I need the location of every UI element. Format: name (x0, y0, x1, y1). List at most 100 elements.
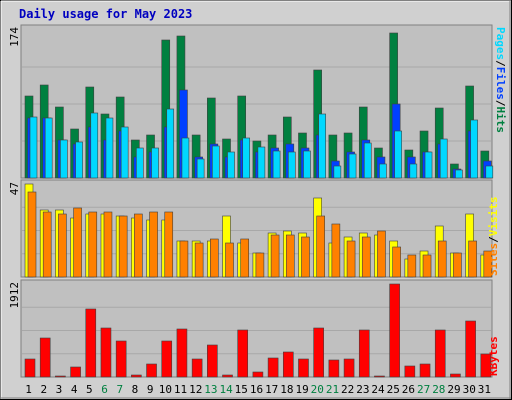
kbytes-bar (419, 363, 431, 378)
kbytes-bar (252, 371, 264, 378)
pages-bar (196, 158, 205, 179)
kbytes-bar (434, 329, 446, 378)
kbytes-bar (389, 283, 400, 378)
chart-title: Daily usage for May 2023 (19, 7, 192, 21)
kbytes-axis-max-label: 1912 (8, 282, 21, 309)
legend-hits-files-pages: Pages/Files/Hits (494, 27, 507, 133)
sites-bar (149, 211, 158, 278)
sites-bar (270, 234, 280, 278)
kbytes-bar (146, 363, 157, 378)
pages-bar (44, 117, 53, 179)
pages-bar (227, 151, 235, 179)
legend-visits-sites: Sites/Visits (487, 197, 500, 277)
pages-bar (470, 119, 478, 179)
sites-bar (483, 250, 493, 278)
day-tick-label: 23 (356, 383, 369, 396)
pages-bar (455, 169, 463, 179)
day-tick-label: 28 (432, 383, 445, 396)
sites-bar (285, 234, 295, 278)
kbytes-bar (480, 353, 492, 378)
kbytes-bar (161, 340, 173, 378)
day-tick-label: 16 (250, 383, 263, 396)
sites-bar (118, 215, 128, 278)
legend-kbytes: KBytes (487, 336, 500, 376)
pages-bar (151, 147, 159, 179)
pages-bar (60, 139, 68, 179)
pages-bar (439, 138, 448, 179)
kbytes-bar (404, 365, 416, 378)
legend-separator: / (494, 100, 507, 107)
day-tick-label: 6 (101, 383, 108, 396)
pages-bar (333, 165, 342, 179)
day-tick-label: 13 (204, 383, 217, 396)
pages-bar (90, 112, 99, 179)
legend-files: Files (494, 67, 507, 100)
kbytes-bar (237, 329, 249, 378)
sites-bar (407, 254, 417, 278)
day-tick-label: 19 (295, 383, 308, 396)
sites-bar (316, 215, 325, 278)
pages-bar (272, 150, 281, 179)
sites-bar (468, 240, 477, 278)
legend-separator: / (494, 60, 507, 67)
day-tick-label: 12 (189, 383, 202, 396)
pages-bar (394, 130, 402, 179)
day-tick-label: 11 (174, 383, 187, 396)
hits-axis-max-label: 174 (8, 27, 21, 47)
kbytes-bar (207, 344, 218, 378)
pages-bar (29, 116, 38, 179)
pages-bar (105, 117, 114, 179)
sites-bar (301, 236, 310, 278)
sites-bar (377, 230, 386, 278)
pages-bar (424, 151, 433, 179)
kbytes-bar (115, 340, 127, 378)
pages-bar (303, 150, 311, 179)
legend-hits: Hits (494, 107, 507, 134)
sites-bar (42, 211, 52, 278)
day-tick-label: 2 (40, 383, 47, 396)
kbytes-bar (313, 327, 324, 378)
kbytes-bar (70, 366, 81, 378)
kbytes-bar (374, 375, 385, 378)
day-tick-label: 20 (311, 383, 324, 396)
sites-bar (453, 252, 462, 278)
sites-bar (164, 211, 174, 278)
legend-pages: Pages (494, 27, 507, 60)
kbytes-bar (39, 337, 51, 378)
day-tick-label: 15 (235, 383, 248, 396)
day-tick-label: 26 (402, 383, 415, 396)
day-tick-label: 29 (447, 383, 460, 396)
day-tick-label: 1 (25, 383, 32, 396)
day-tick-label: 25 (387, 383, 400, 396)
panel-kbytes (20, 279, 493, 378)
pages-bar (363, 142, 372, 179)
kbytes-bar (131, 374, 142, 378)
pages-bar (136, 147, 144, 179)
day-tick-label: 24 (371, 383, 385, 396)
sites-bar (437, 240, 447, 278)
sites-bar (27, 191, 37, 278)
kbytes-bar (55, 375, 66, 378)
kbytes-bar (267, 357, 279, 378)
kbytes-bar (282, 351, 294, 378)
kbytes-bar (24, 358, 36, 378)
sites-bar (422, 254, 432, 278)
day-tick-label: 9 (147, 383, 154, 396)
kbytes-bar (298, 358, 309, 378)
sites-bar (73, 207, 82, 278)
day-tick-label: 18 (280, 383, 293, 396)
legend-sites: Sites (487, 243, 500, 276)
legend-separator: / (487, 236, 500, 243)
day-tick-label: 14 (219, 383, 233, 396)
sites-bar (194, 242, 204, 278)
kbytes-bar (176, 328, 188, 378)
pages-bar (485, 165, 494, 179)
pages-bar (379, 163, 387, 179)
pages-bar (75, 141, 83, 179)
sites-bar (210, 238, 219, 278)
kbytes-bar (222, 374, 233, 378)
sites-bar (255, 252, 265, 278)
kbytes-bar (343, 358, 355, 378)
kbytes-bar (450, 373, 461, 378)
